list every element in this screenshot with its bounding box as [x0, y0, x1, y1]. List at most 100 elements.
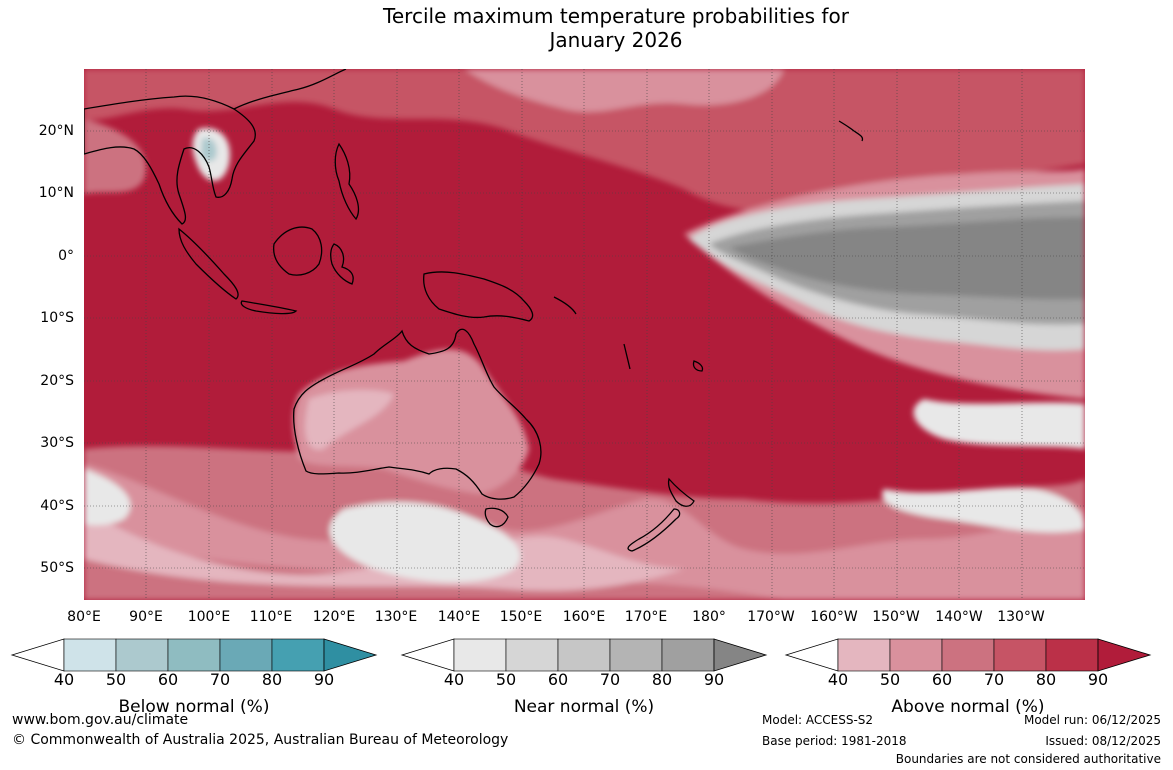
colorbar-near-segment	[453, 638, 507, 672]
lon-label: 90°E	[129, 609, 163, 625]
coast-sumatra	[178, 227, 239, 300]
colorbar-below-title: Below normal (%)	[118, 697, 270, 717]
lat-label: 40°S	[40, 498, 74, 514]
colorbar-below-segment	[63, 638, 117, 672]
colorbar-below-right-arrow	[323, 638, 378, 672]
colorbar-above-tick: 70	[983, 670, 1005, 689]
coast-nz-north	[667, 477, 695, 507]
disclaimer-text: Boundaries are not considered authoritat…	[895, 752, 1161, 766]
near-normal-tongue-90	[729, 217, 1085, 300]
colorbar-above-segment	[837, 638, 891, 672]
chart-title-line1: Tercile maximum temperature probabilitie…	[383, 4, 849, 28]
colorbar-below	[10, 638, 378, 672]
australia-above-50	[293, 349, 529, 494]
chart-title: Tercile maximum temperature probabilitie…	[0, 4, 1173, 52]
colorbar-near-tick: 60	[547, 670, 569, 689]
lon-label: 170°W	[747, 609, 795, 625]
lon-label: 170°E	[624, 609, 668, 625]
colorbar-below-segment	[271, 638, 325, 672]
coast-sulawesi	[330, 243, 354, 285]
lon-label: 140°E	[437, 609, 481, 625]
lon-label: 130°W	[997, 609, 1045, 625]
lat-label: 0°	[58, 248, 74, 264]
lon-label: 100°E	[187, 609, 231, 625]
issued-text: Issued: 08/12/2025	[1045, 734, 1161, 748]
colorbar-below-tick: 50	[105, 670, 127, 689]
colorbar-below-segment	[167, 638, 221, 672]
colorbar-below-segment	[219, 638, 273, 672]
shade-south-40	[84, 509, 684, 591]
colorbar-near-segment	[557, 638, 611, 672]
colorbar-below-segment	[115, 638, 169, 672]
lat-label: 30°S	[40, 435, 74, 451]
colorbar-near-left-arrow	[400, 638, 455, 672]
shading-layers	[84, 69, 1085, 600]
coastlines	[84, 69, 864, 552]
shade-north-70	[84, 69, 1085, 219]
near-normal-south-patch	[329, 502, 521, 583]
coast-philippines	[334, 142, 360, 221]
colorbar-near	[400, 638, 768, 672]
colorbar-below-tick: 80	[261, 670, 283, 689]
copyright-text: © Commonwealth of Australia 2025, Austra…	[12, 732, 509, 748]
colorbar-above-segment	[993, 638, 1047, 672]
colorbar-below-tick: 90	[313, 670, 335, 689]
lon-label: 150°W	[872, 609, 920, 625]
coast-fiji	[692, 360, 704, 372]
near-normal-east-patch	[913, 399, 1085, 449]
lon-label: 130°E	[374, 609, 418, 625]
map-svg	[84, 69, 1085, 600]
colorbar-above-left-arrow	[784, 638, 839, 672]
below-normal-indochina	[201, 138, 217, 162]
colorbar-below-tick: 40	[53, 670, 75, 689]
lon-label: 180°	[692, 609, 726, 625]
colorbar-above-segment	[941, 638, 995, 672]
near-normal-se-patch	[882, 487, 1085, 533]
colorbar-near-tick: 80	[651, 670, 673, 689]
coast-mainland-asia	[84, 95, 256, 225]
colorbar-near-tick: 40	[443, 670, 465, 689]
colorbar-above-tick: 80	[1035, 670, 1057, 689]
model-text: Model: ACCESS-S2	[762, 713, 874, 727]
colorbar-below-left-arrow	[10, 638, 65, 672]
lat-label: 50°S	[40, 560, 74, 576]
graticule	[84, 69, 1085, 600]
lon-label: 140°W	[935, 609, 983, 625]
website-link[interactable]: www.bom.gov.au/climate	[12, 712, 189, 728]
colorbars	[10, 638, 1152, 672]
colorbar-below-tick: 70	[209, 670, 231, 689]
colorbar-near-title: Near normal (%)	[513, 697, 655, 717]
lat-label: 20°S	[40, 373, 74, 389]
coast-china	[233, 69, 347, 110]
colorbar-above-title: Above normal (%)	[891, 697, 1045, 717]
colorbar-near-tick: 70	[599, 670, 621, 689]
probability-map	[84, 69, 1085, 600]
australia-above-40	[304, 389, 394, 450]
chart-title-line2: January 2026	[549, 28, 683, 52]
base-period-text: Base period: 1981-2018	[762, 734, 907, 748]
colorbar-above-segment	[889, 638, 943, 672]
shade-westnorth	[84, 119, 146, 194]
model-run-text: Model run: 06/12/2025	[1023, 713, 1161, 727]
colorbar-near-tick: 50	[495, 670, 517, 689]
lat-label: 10°S	[40, 310, 74, 326]
lon-label: 120°E	[312, 609, 356, 625]
shade-south-50	[84, 464, 1085, 600]
colorbar-above-tick: 50	[879, 670, 901, 689]
lon-label: 150°E	[499, 609, 543, 625]
colorbar-near-right-arrow	[713, 638, 768, 672]
lat-label: 10°N	[38, 185, 74, 201]
lat-label: 20°N	[38, 123, 74, 139]
colorbar-near-segment	[505, 638, 559, 672]
lon-label: 160°E	[562, 609, 606, 625]
colorbar-above-segment	[1045, 638, 1099, 672]
coast-borneo	[273, 226, 323, 276]
coast-hawaii	[838, 120, 864, 142]
coast-tasmania	[484, 507, 509, 528]
colorbar-above	[784, 638, 1152, 672]
coast-nz-south	[627, 508, 681, 552]
coast-java	[240, 300, 298, 315]
colorbar-near-segment	[609, 638, 663, 672]
colorbar-above-right-arrow	[1097, 638, 1152, 672]
colorbar-above-tick: 90	[1087, 670, 1109, 689]
